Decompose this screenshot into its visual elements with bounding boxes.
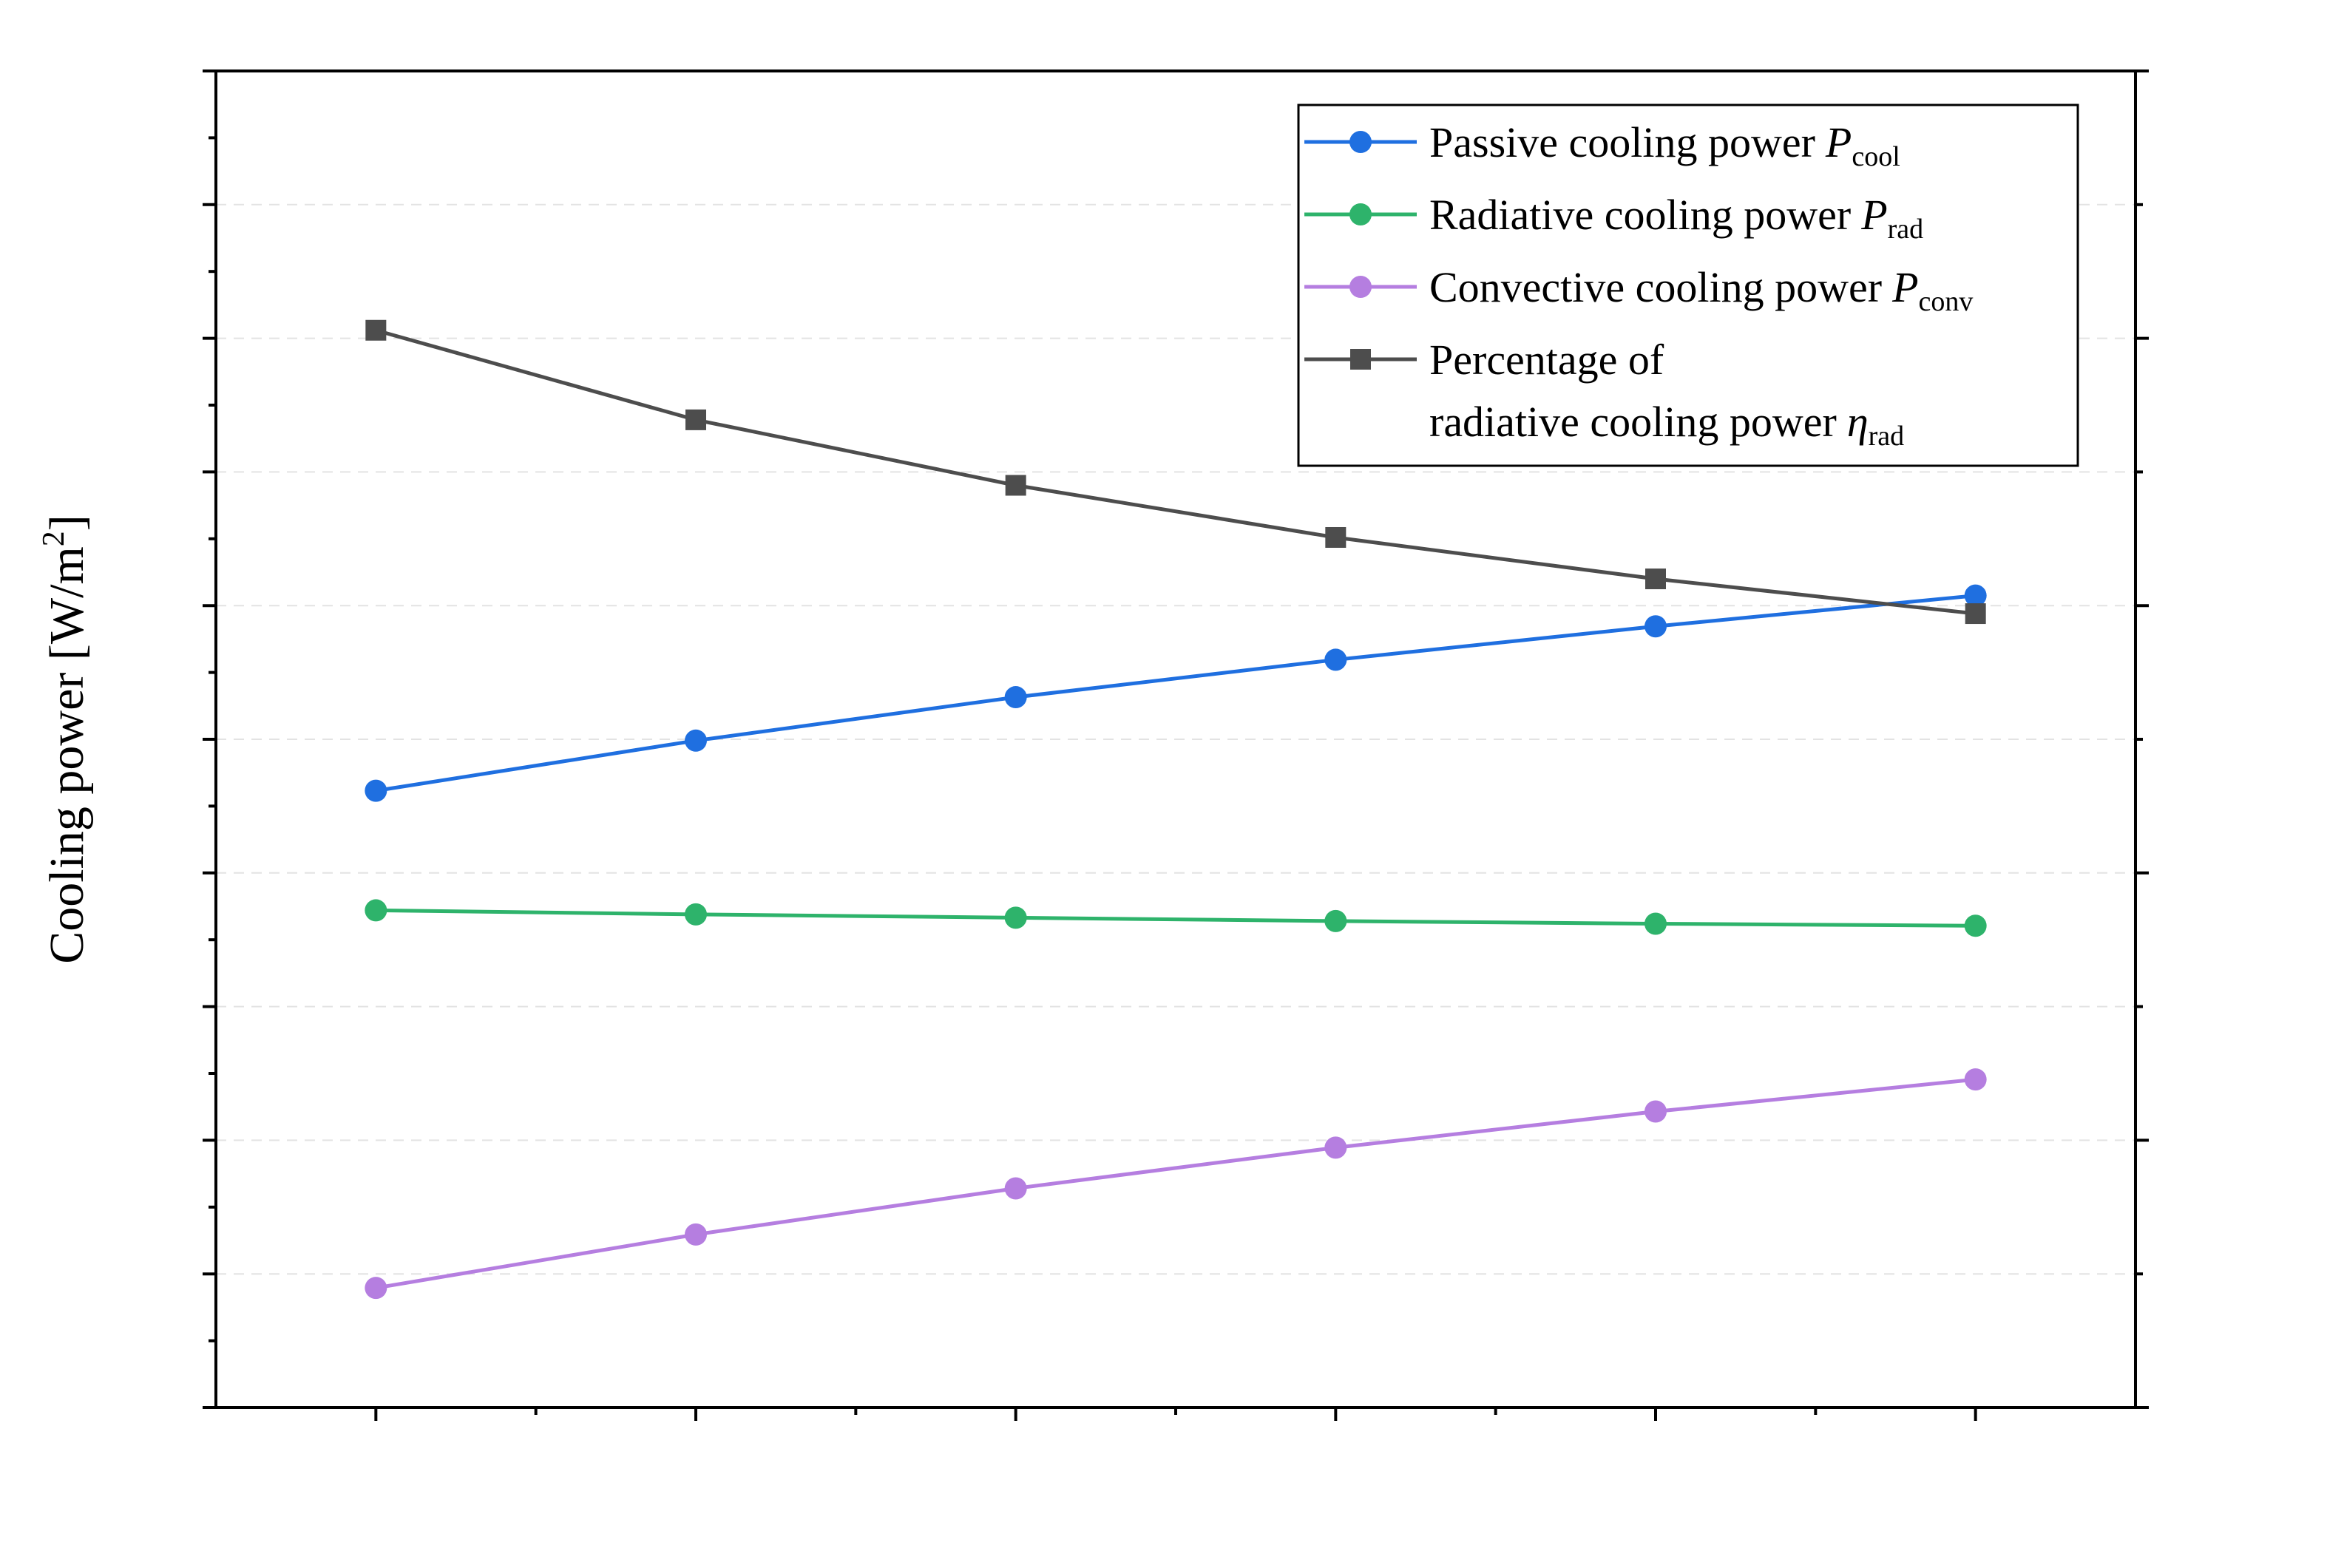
data-point <box>365 1277 387 1300</box>
data-point <box>1964 1068 1987 1091</box>
data-point <box>1964 584 1987 607</box>
data-point <box>1005 475 1026 496</box>
data-point <box>1964 914 1987 937</box>
legend-marker <box>1350 349 1371 370</box>
data-point <box>685 409 706 430</box>
data-point <box>685 1223 707 1246</box>
data-point <box>1324 1136 1347 1159</box>
legend-label: Percentage of <box>1429 336 1664 384</box>
data-point <box>685 903 707 926</box>
axes: Cooling power [W/m2] <box>37 69 2149 1421</box>
data-point <box>365 779 387 802</box>
data-point <box>365 319 387 341</box>
data-point <box>1324 648 1347 671</box>
legend-marker <box>1349 203 1372 225</box>
data-point <box>1645 615 1667 638</box>
legend-marker <box>1349 276 1372 298</box>
data-point <box>685 729 707 752</box>
series-3 <box>365 319 1986 625</box>
grid-lines <box>216 203 2135 1275</box>
series-0 <box>365 584 1987 802</box>
series-group <box>365 319 1987 1300</box>
series-line <box>376 908 1976 928</box>
series-line <box>375 1077 1976 1290</box>
data-point <box>1004 906 1027 929</box>
data-point <box>1645 1100 1667 1123</box>
data-point <box>1324 909 1347 932</box>
data-point <box>365 899 387 922</box>
legend-marker <box>1349 131 1372 153</box>
data-point <box>1645 912 1667 935</box>
legend-label: Convective cooling power Pconv <box>1429 263 1973 317</box>
series-2 <box>365 1068 1987 1300</box>
series-line <box>375 328 1976 616</box>
legend-label: radiative cooling power ηrad <box>1429 398 1904 452</box>
legend-box <box>1297 103 2079 467</box>
series-line <box>375 594 1976 793</box>
legend-label: Radiative cooling power Prad <box>1429 191 1923 245</box>
y-axis-title: Cooling power [W/m2] <box>37 515 94 964</box>
legend-label: Passive cooling power Pcool <box>1429 118 1900 172</box>
data-point <box>1965 603 1986 625</box>
data-point <box>1645 569 1666 590</box>
data-point <box>1325 526 1347 548</box>
data-point <box>1004 1177 1027 1200</box>
legend: Passive cooling power Pcool Radiative cool… <box>1297 103 2079 467</box>
series-1 <box>365 899 1987 937</box>
data-point <box>1004 686 1027 709</box>
